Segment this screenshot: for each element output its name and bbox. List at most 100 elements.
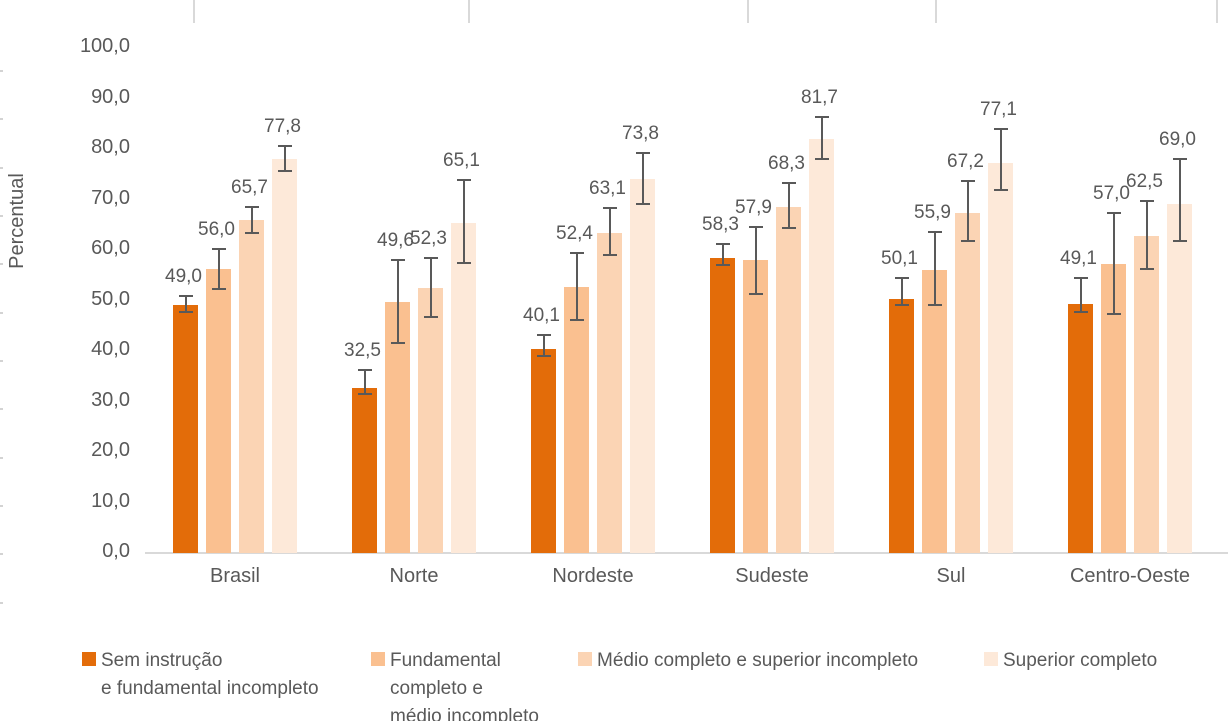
error-bar-cap-top: [927, 231, 942, 234]
error-bar-cap-bottom: [277, 170, 292, 173]
data-label: 65,7: [231, 177, 268, 199]
data-label: 49,6: [377, 230, 414, 252]
error-bar-cap-bottom: [357, 393, 372, 396]
data-label: 49,0: [165, 266, 202, 288]
error-bar-cap-top: [211, 248, 226, 250]
category-label: Centro-Oeste: [1069, 565, 1191, 587]
data-label: 65,1: [443, 149, 480, 171]
error-bar-line: [462, 179, 465, 264]
error-bar-cap-top: [748, 225, 763, 228]
y-tick-label: 40,0: [91, 338, 130, 360]
category-label: Nordeste: [552, 565, 634, 587]
error-bar-cap-top: [536, 334, 551, 337]
error-bar-cap-bottom: [894, 304, 909, 307]
error-bar-cap-top: [390, 259, 405, 262]
data-label: 68,3: [768, 152, 805, 174]
error-bar-cap-top: [1106, 212, 1121, 215]
bar: [710, 257, 735, 553]
category-label: Norte: [389, 565, 439, 587]
bar: [1167, 203, 1192, 553]
error-bar-cap-bottom: [178, 310, 193, 313]
data-label: 58,3: [702, 214, 739, 236]
bar: [922, 269, 947, 553]
error-bar-line: [429, 257, 432, 318]
data-label: 81,7: [801, 86, 838, 108]
y-tick-label: 10,0: [91, 489, 130, 512]
data-label: 67,2: [947, 151, 984, 173]
gridline-tick: [0, 505, 3, 507]
gridline-tick: [0, 215, 3, 217]
bar: [1068, 304, 1093, 553]
y-tick-label: 90,0: [91, 85, 130, 108]
bar: [352, 387, 377, 553]
error-bar-cap-bottom: [748, 292, 763, 295]
error-bar-cap-bottom: [993, 189, 1008, 192]
y-tick-label: 0,0: [102, 540, 130, 562]
gridline-tick: [0, 312, 3, 314]
gridline-tick: [1216, 0, 1218, 23]
error-bar-cap-top: [993, 128, 1008, 131]
data-label: 57,0: [1093, 183, 1130, 205]
legend-label: Médio completo e superior incompleto: [597, 647, 997, 675]
y-tick-label: 30,0: [91, 388, 130, 411]
error-bar-line: [933, 232, 936, 305]
error-bar-line: [363, 370, 366, 395]
gridline-tick: [935, 0, 937, 23]
error-bar-cap-top: [1073, 277, 1088, 280]
legend-swatch: [578, 652, 592, 666]
bar: [531, 349, 556, 553]
legend-label-line: Médio completo e superior incompleto: [597, 650, 919, 671]
error-bar-line: [608, 208, 611, 256]
error-bar-cap-top: [569, 251, 584, 254]
data-label: 77,1: [980, 99, 1017, 121]
category-label: Sudeste: [735, 565, 809, 587]
y-tick-label: 50,0: [91, 287, 130, 310]
legend-swatch: [984, 652, 998, 666]
error-bar-line: [1112, 213, 1115, 314]
data-label: 62,5: [1126, 171, 1163, 193]
gridline-tick: [747, 0, 749, 23]
error-bar-cap-bottom: [602, 254, 617, 257]
error-bar-cap-top: [456, 178, 471, 181]
legend-label-line: médio incompleto: [390, 706, 539, 721]
bar: [597, 233, 622, 553]
error-bar-cap-bottom: [1139, 268, 1154, 271]
data-label: 49,1: [1060, 248, 1097, 270]
error-bar-line: [575, 252, 578, 320]
bar: [173, 304, 198, 553]
gridline-tick: [0, 118, 3, 120]
legend-label: Sem instrução e fundamental incompleto: [101, 647, 501, 703]
data-label: 32,5: [344, 340, 381, 362]
bar: [451, 223, 476, 553]
data-label: 52,4: [556, 222, 593, 244]
x-axis-line: [145, 552, 1228, 554]
data-label: 50,1: [881, 248, 918, 270]
legend-label: Superior completo: [1003, 647, 1228, 675]
category-label: Brasil: [209, 565, 260, 587]
error-bar-cap-bottom: [1106, 312, 1121, 315]
bar: [564, 287, 589, 553]
error-bar-cap-bottom: [960, 240, 975, 243]
error-bar-cap-top: [1139, 200, 1154, 203]
error-bar-cap-bottom: [1172, 239, 1187, 242]
error-bar-cap-bottom: [390, 341, 405, 344]
error-bar-cap-bottom: [814, 158, 829, 161]
error-bar-line: [1079, 278, 1082, 312]
error-bar-cap-bottom: [781, 227, 796, 230]
legend-label-line: Superior completo: [1003, 650, 1158, 671]
bar: [206, 269, 231, 553]
y-tick-label: 60,0: [91, 237, 130, 259]
error-bar-cap-top: [423, 256, 438, 259]
error-bar-line: [542, 335, 545, 356]
data-label: 73,8: [622, 122, 659, 144]
legend-label-line: e fundamental incompleto: [101, 678, 319, 699]
error-bar-cap-top: [781, 181, 796, 184]
bar: [1134, 236, 1159, 553]
error-bar-cap-bottom: [244, 231, 259, 234]
gridline-tick: [468, 0, 470, 23]
error-bar-cap-bottom: [423, 316, 438, 319]
legend-label-line: completo e: [390, 678, 483, 699]
legend-label: Fundamental completo e médio incompleto: [390, 647, 790, 721]
error-bar-cap-top: [814, 115, 829, 118]
error-bar-cap-top: [894, 277, 909, 280]
